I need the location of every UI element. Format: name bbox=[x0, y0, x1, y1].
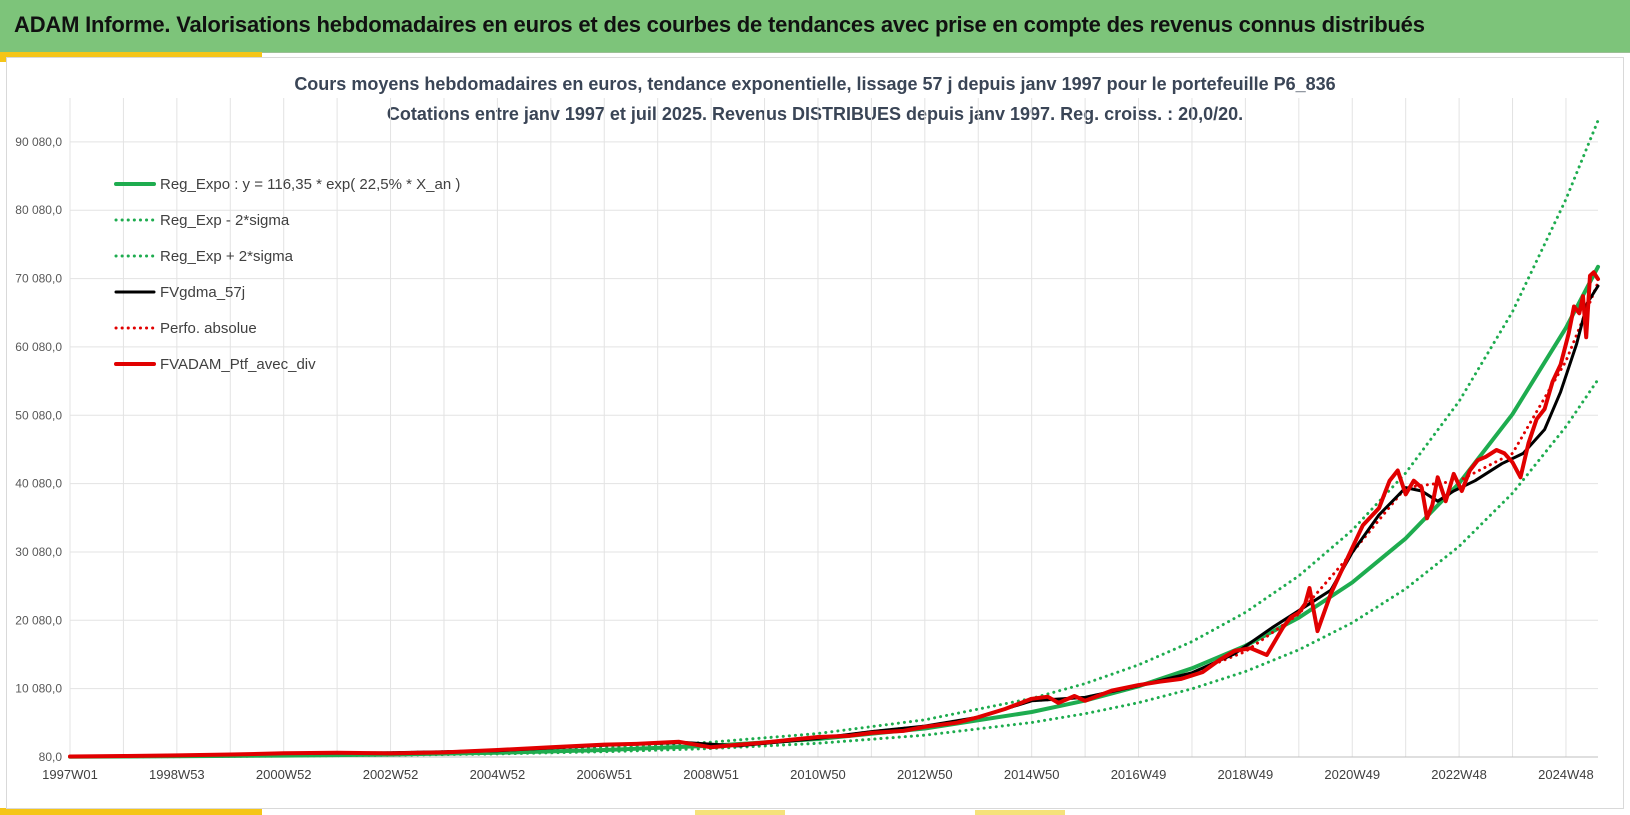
chart-subtitle: Cotations entre janv 1997 et juil 2025. … bbox=[386, 104, 1244, 124]
series-line-1 bbox=[68, 378, 1600, 759]
x-tick-label: 2004W52 bbox=[470, 767, 526, 782]
y-tick-label: 40 080,0 bbox=[15, 477, 62, 491]
x-tick-label: 1997W01 bbox=[42, 767, 98, 782]
x-tick-label: 2008W51 bbox=[683, 767, 739, 782]
series-line-5 bbox=[68, 270, 1600, 759]
x-tick-label: 2000W52 bbox=[256, 767, 312, 782]
x-tick-label: 2010W50 bbox=[790, 767, 846, 782]
header-banner: ADAM Informe. Valorisations hebdomadaire… bbox=[0, 0, 1630, 53]
x-tick-label: 2012W50 bbox=[897, 767, 953, 782]
x-tick-label: 2006W51 bbox=[576, 767, 632, 782]
y-tick-label: 70 080,0 bbox=[15, 272, 62, 286]
x-tick-label: 2002W52 bbox=[363, 767, 419, 782]
y-tick-label: 60 080,0 bbox=[15, 340, 62, 354]
legend-label: FVADAM_Ptf_avec_div bbox=[160, 356, 316, 373]
accent-bar-left bbox=[0, 52, 6, 62]
accent-bar-bottom bbox=[0, 808, 262, 815]
y-tick-label: 80 080,0 bbox=[15, 203, 62, 217]
x-tick-label: 1998W53 bbox=[149, 767, 205, 782]
legend-label: FVgdma_57j bbox=[160, 284, 245, 301]
x-tick-label: 2014W50 bbox=[1004, 767, 1060, 782]
legend-label: Reg_Exp + 2*sigma bbox=[160, 248, 294, 265]
legend-label: Reg_Expo : y = 116,35 * exp( 22,5% * X_a… bbox=[160, 176, 460, 193]
series-line-2 bbox=[68, 119, 1600, 758]
legend-label: Reg_Exp - 2*sigma bbox=[160, 212, 290, 229]
accent-bar-bottom-right bbox=[975, 810, 1065, 815]
y-tick-label: 30 080,0 bbox=[15, 545, 62, 559]
accent-bar-bottom-mid bbox=[695, 810, 785, 815]
page-title: ADAM Informe. Valorisations hebdomadaire… bbox=[14, 12, 1425, 37]
accent-bar-top bbox=[0, 52, 262, 57]
x-tick-label: 2018W49 bbox=[1218, 767, 1274, 782]
y-tick-label: 10 080,0 bbox=[15, 682, 62, 696]
x-tick-label: 2016W49 bbox=[1111, 767, 1167, 782]
y-tick-label: 20 080,0 bbox=[15, 613, 62, 627]
y-tick-label: 50 080,0 bbox=[15, 408, 62, 422]
x-tick-label: 2020W49 bbox=[1324, 767, 1380, 782]
x-tick-label: 2022W48 bbox=[1431, 767, 1487, 782]
x-tick-label: 2024W48 bbox=[1538, 767, 1594, 782]
series-line-0 bbox=[68, 264, 1600, 759]
y-tick-label: 80,0 bbox=[39, 750, 63, 764]
chart-frame bbox=[6, 57, 1624, 809]
chart-title: Cours moyens hebdomadaires en euros, ten… bbox=[294, 74, 1336, 94]
y-tick-label: 90 080,0 bbox=[15, 135, 62, 149]
legend-label: Perfo. absolue bbox=[160, 320, 257, 337]
